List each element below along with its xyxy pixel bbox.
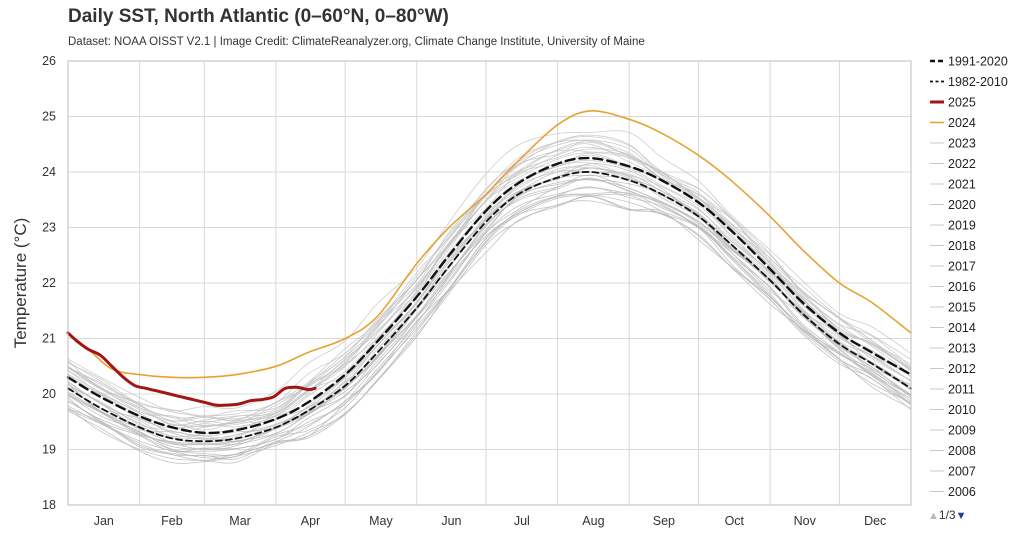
- x-tick-label: Aug: [582, 514, 604, 528]
- historical-year-line: [67, 152, 912, 429]
- legend-label[interactable]: 2024: [948, 116, 976, 130]
- historical-year-line: [67, 174, 912, 446]
- y-tick-label: 26: [42, 54, 56, 68]
- y-tick-label: 24: [42, 165, 56, 179]
- legend-label[interactable]: 2010: [948, 403, 976, 417]
- legend-label[interactable]: 1991-2020: [948, 55, 1008, 69]
- historical-year-line: [67, 151, 912, 431]
- legend-label[interactable]: 2023: [948, 137, 976, 151]
- series-line-2025: [66, 331, 317, 407]
- x-tick-label: Mar: [229, 514, 251, 528]
- legend-label[interactable]: 2021: [948, 178, 976, 192]
- chart-title: Daily SST, North Atlantic (0–60°N, 0–80°…: [68, 6, 449, 27]
- legend-label[interactable]: 2009: [948, 424, 976, 438]
- legend-label[interactable]: 2007: [948, 465, 976, 479]
- legend-page-indicator: 1/3: [938, 508, 956, 522]
- legend-label[interactable]: 2018: [948, 239, 976, 253]
- legend-label[interactable]: 2011: [948, 383, 975, 397]
- y-tick-label: 21: [42, 332, 56, 346]
- legend-label[interactable]: 2006: [948, 485, 976, 499]
- x-tick-label: Jun: [441, 514, 461, 528]
- y-tick-label: 25: [42, 110, 56, 124]
- y-tick-label: 23: [42, 221, 56, 235]
- legend-label[interactable]: 2017: [948, 260, 976, 274]
- series-line-2024: [67, 110, 912, 379]
- historical-year-line: [67, 195, 912, 460]
- historical-year-line: [67, 134, 912, 419]
- historical-year-line: [67, 193, 912, 461]
- legend-label[interactable]: 2020: [948, 198, 976, 212]
- historical-years-lines: [67, 130, 912, 464]
- legend-label[interactable]: 2022: [948, 157, 976, 171]
- x-tick-label: Oct: [725, 514, 745, 528]
- x-tick-label: Jan: [94, 514, 114, 528]
- x-tick-label: Feb: [161, 514, 183, 528]
- x-tick-label: May: [369, 514, 393, 528]
- y-tick-label: 19: [42, 443, 56, 457]
- legend-label[interactable]: 2013: [948, 342, 976, 356]
- x-tick-label: Nov: [794, 514, 817, 528]
- y-tick-label: 20: [42, 387, 56, 401]
- historical-year-line: [67, 196, 912, 464]
- legend-label[interactable]: 2012: [948, 362, 976, 376]
- legend-label[interactable]: 2008: [948, 444, 976, 458]
- series-line-1991-2020: [66, 156, 913, 435]
- legend-label[interactable]: 2016: [948, 280, 976, 294]
- legend-label[interactable]: 2014: [948, 321, 976, 335]
- y-tick-label: 18: [42, 498, 56, 512]
- legend-label[interactable]: 2015: [948, 301, 976, 315]
- chart-subtitle: Dataset: NOAA OISST V2.1 | Image Credit:…: [68, 36, 645, 48]
- legend-pager[interactable]: ▲1/3▼: [928, 508, 966, 522]
- y-axis-label: Temperature (°C): [11, 218, 30, 349]
- historical-year-line: [67, 200, 912, 464]
- historical-year-line: [67, 167, 912, 445]
- historical-year-line: [67, 139, 912, 421]
- x-tick-label: Apr: [301, 514, 320, 528]
- legend-label[interactable]: 2025: [948, 96, 976, 110]
- x-tick-label: Dec: [864, 514, 886, 528]
- legend-label[interactable]: 1982-2010: [948, 75, 1008, 89]
- legend-page-up-icon[interactable]: ▲: [928, 510, 939, 522]
- series-line-1982-2010: [67, 171, 912, 443]
- highlighted-series-lines: [66, 110, 913, 443]
- historical-year-line: [67, 161, 912, 439]
- historical-year-line: [67, 130, 912, 412]
- legend-page-down-icon[interactable]: ▼: [955, 510, 967, 522]
- plot-frame: [67, 60, 912, 506]
- x-tick-label: Sep: [653, 514, 675, 528]
- historical-year-line: [67, 139, 912, 422]
- historical-year-line: [67, 136, 912, 417]
- legend-label[interactable]: 2019: [948, 219, 976, 233]
- legend: 1991-2020 1982-2010 2025 2024 2023 2022 2021 20…: [930, 55, 1008, 499]
- historical-year-line: [67, 143, 912, 426]
- y-tick-label: 22: [42, 276, 56, 290]
- axes: 18 19 20 21 22 23 24 25 26 Jan Feb Mar Apr May Jun Jul A…: [11, 54, 912, 528]
- historical-year-line: [67, 186, 912, 453]
- x-tick-label: Jul: [514, 514, 530, 528]
- historical-year-line: [67, 178, 912, 452]
- historical-year-line: [67, 191, 912, 457]
